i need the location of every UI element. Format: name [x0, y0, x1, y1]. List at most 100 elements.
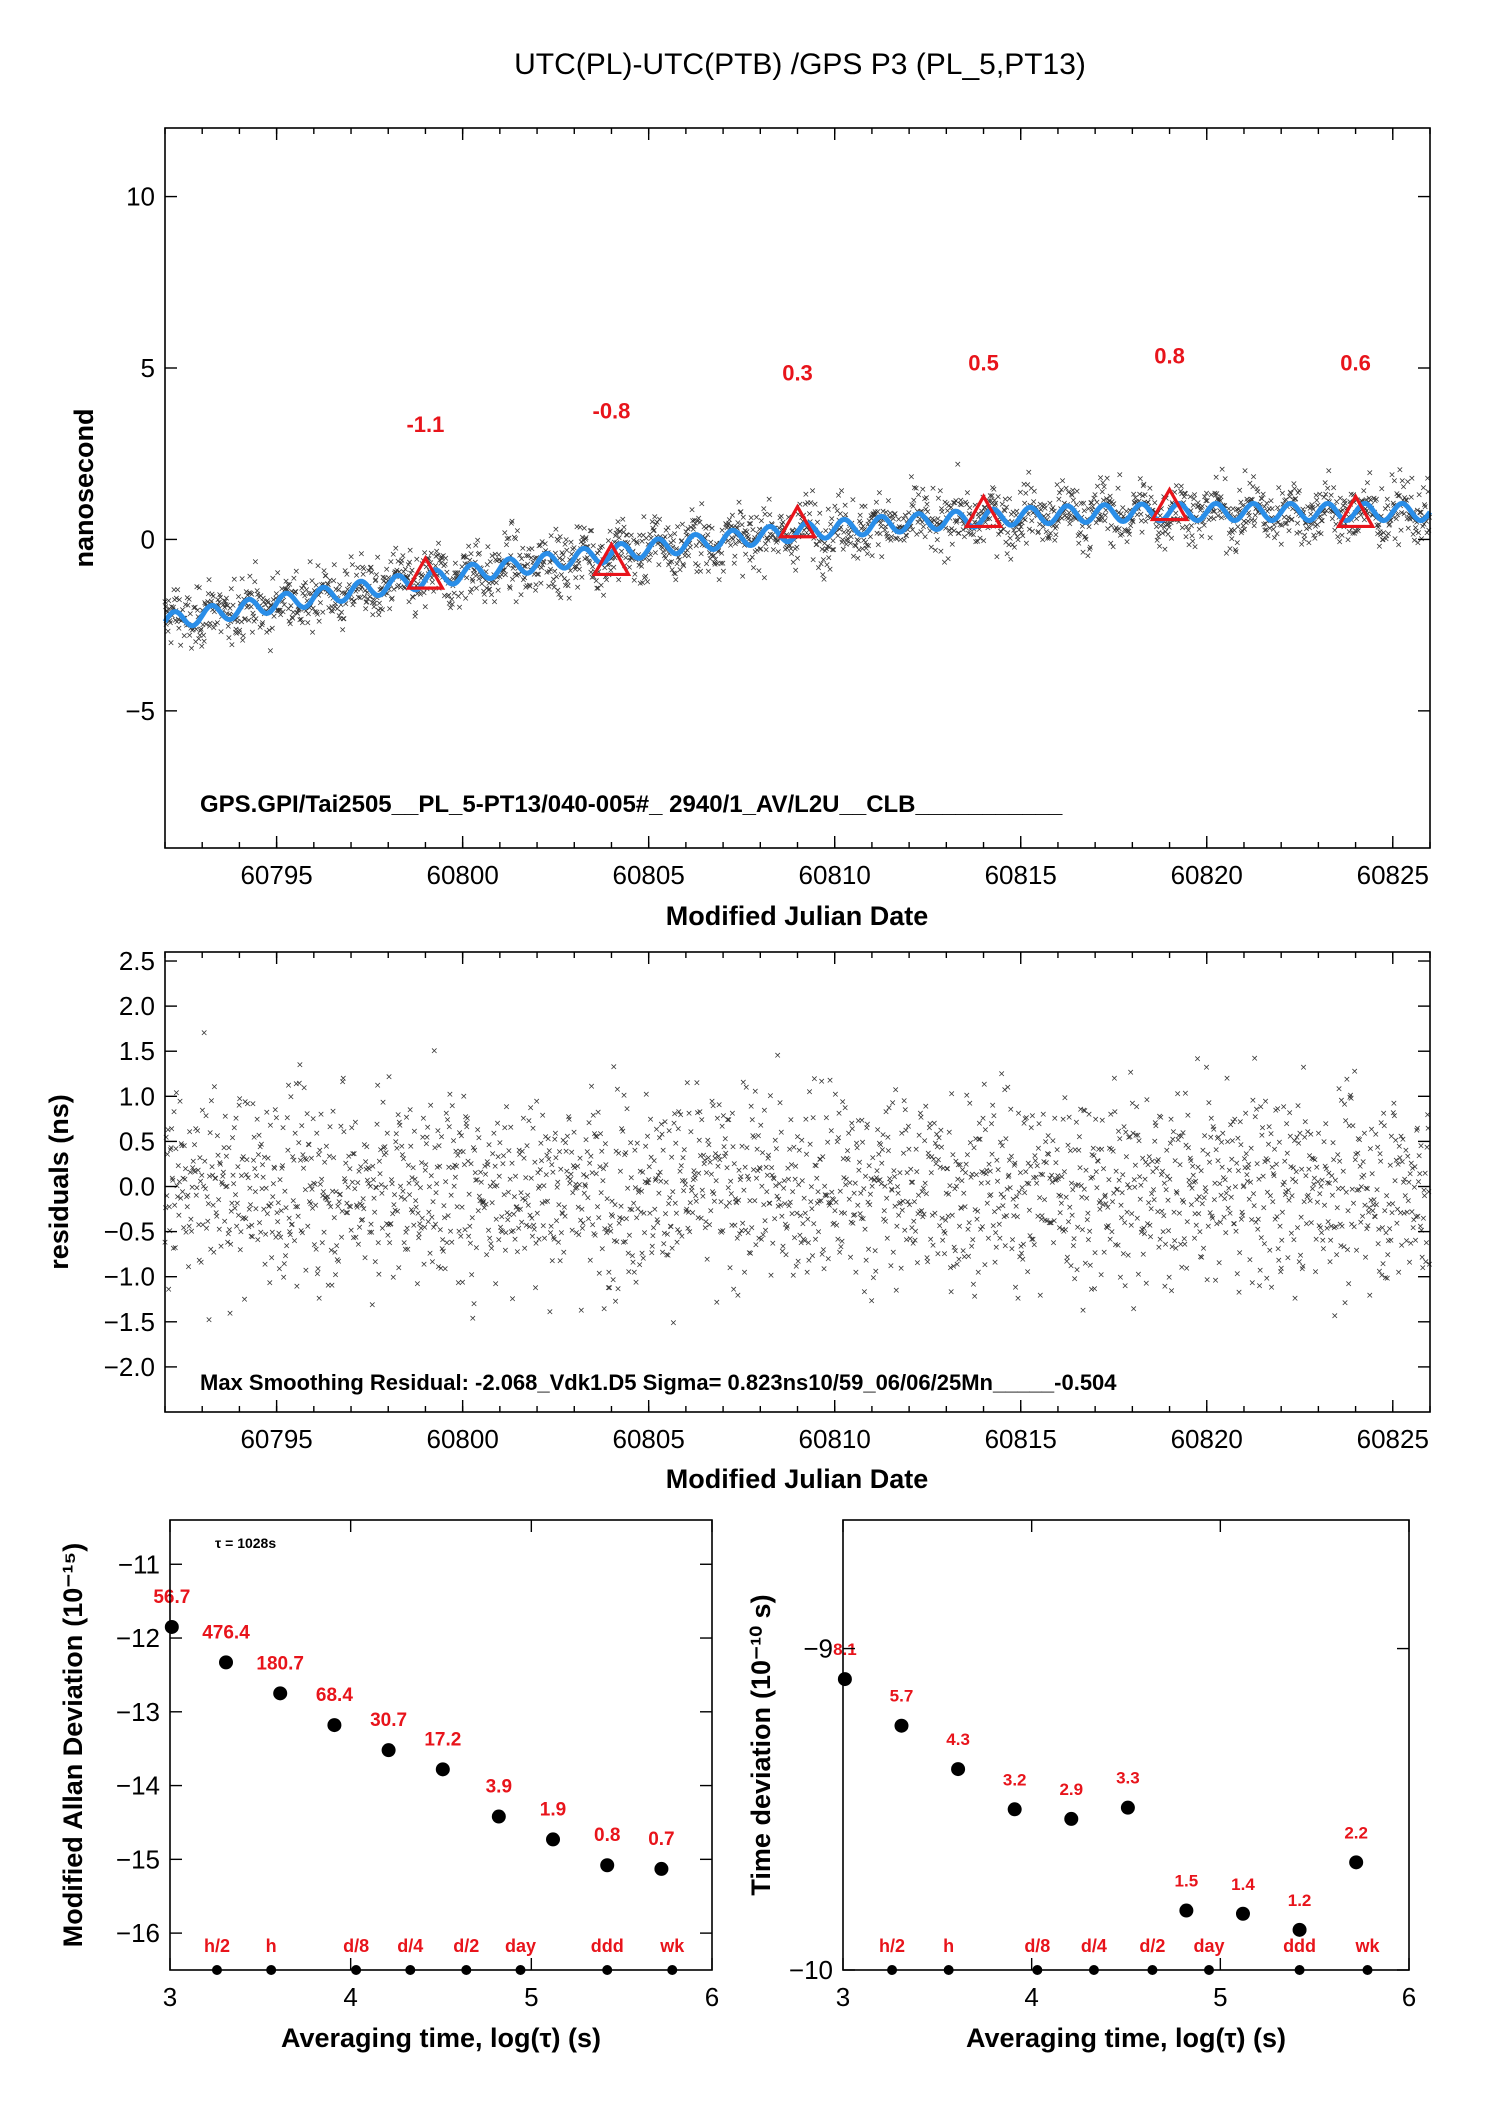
residual-point: × — [181, 1142, 189, 1152]
data-point: × — [1264, 532, 1272, 542]
data-point: × — [555, 590, 563, 600]
residual-point: × — [208, 1096, 216, 1106]
data-point: × — [978, 507, 986, 517]
y-axis-label-main: Modified Allan Deviation — [58, 1635, 88, 1948]
residual-point: × — [562, 1147, 570, 1157]
residual-point: × — [530, 1221, 538, 1231]
data-point: × — [1085, 522, 1093, 532]
residual-point: × — [203, 1224, 211, 1234]
data-point: × — [626, 563, 634, 573]
x-tick-label: 60810 — [799, 1424, 871, 1454]
residual-point: × — [458, 1203, 466, 1213]
data-point: × — [654, 540, 662, 550]
residual-point: × — [1377, 1157, 1385, 1167]
residual-point: × — [490, 1129, 498, 1139]
data-point: × — [1164, 516, 1172, 526]
residual-point: × — [1147, 1233, 1155, 1243]
residual-point: × — [505, 1147, 513, 1157]
residual-point: × — [266, 1279, 274, 1289]
data-point: × — [569, 545, 577, 555]
residual-point: × — [318, 1175, 326, 1185]
data-point: × — [1321, 479, 1329, 489]
stability-point-label: 1.4 — [1231, 1875, 1255, 1894]
residual-point: × — [276, 1176, 284, 1186]
data-point: × — [211, 620, 219, 630]
data-point: × — [539, 561, 547, 571]
residual-point: × — [455, 1227, 463, 1237]
data-point: × — [400, 568, 408, 578]
residual-point: × — [306, 1198, 314, 1208]
data-point: × — [227, 618, 235, 628]
data-point: × — [1067, 515, 1075, 525]
residual-point: × — [282, 1203, 290, 1213]
data-point: × — [655, 561, 663, 571]
residual-point: × — [671, 1199, 679, 1209]
residual-point: × — [538, 1157, 546, 1167]
data-point: × — [1371, 496, 1379, 506]
data-point: × — [737, 508, 745, 518]
data-point: × — [837, 523, 845, 533]
residual-point: × — [1183, 1264, 1191, 1274]
residual-point: × — [461, 1226, 469, 1236]
residual-point: × — [969, 1235, 977, 1245]
data-point: × — [840, 528, 848, 538]
data-point: × — [588, 573, 596, 583]
data-point: × — [518, 554, 526, 564]
residual-point: × — [309, 1114, 317, 1124]
data-point: × — [512, 597, 520, 607]
data-point: × — [1245, 508, 1253, 518]
data-point: × — [1386, 520, 1394, 530]
y-axis-label-unit: (10⁻¹⁰ s) — [746, 1594, 776, 1699]
residual-point: × — [344, 1209, 352, 1219]
data-point: × — [298, 584, 306, 594]
residual-point: × — [567, 1175, 575, 1185]
residual-point: × — [585, 1214, 593, 1224]
x-tick-label: 60820 — [1171, 1424, 1243, 1454]
data-point: × — [829, 546, 837, 556]
residual-point: × — [607, 1227, 615, 1237]
data-point: × — [1246, 511, 1254, 521]
data-point: × — [714, 547, 722, 557]
residual-point: × — [547, 1222, 555, 1232]
residual-point: × — [482, 1170, 490, 1180]
data-point: × — [1180, 493, 1188, 503]
residual-point: × — [1283, 1119, 1291, 1129]
data-point: × — [740, 529, 748, 539]
data-point: × — [1020, 480, 1028, 490]
data-point: × — [787, 545, 795, 555]
data-point: × — [603, 576, 611, 586]
data-point: × — [793, 543, 801, 553]
data-point: × — [1099, 478, 1107, 488]
residual-point: × — [243, 1155, 251, 1165]
data-point: × — [827, 520, 835, 530]
data-point: × — [1377, 530, 1385, 540]
residual-point: × — [537, 1139, 545, 1149]
data-point: × — [877, 522, 885, 532]
data-point: × — [1025, 468, 1033, 478]
residual-point: × — [998, 1069, 1006, 1079]
data-point: × — [250, 612, 258, 622]
data-point: × — [646, 556, 654, 566]
residual-point: × — [672, 1139, 680, 1149]
residual-point: × — [424, 1123, 432, 1133]
residual-point: × — [333, 1241, 341, 1251]
residual-point: × — [1179, 1129, 1187, 1139]
data-point: × — [1411, 517, 1419, 527]
residual-point: × — [418, 1214, 426, 1224]
data-point: × — [385, 573, 393, 583]
residual-point: × — [563, 1167, 571, 1177]
data-point: × — [711, 560, 719, 570]
data-point: × — [1235, 505, 1243, 515]
residual-point: × — [1333, 1203, 1341, 1213]
residual-point: × — [526, 1223, 534, 1233]
data-point: × — [933, 535, 941, 545]
data-point: × — [491, 550, 499, 560]
data-point: × — [1011, 543, 1019, 553]
data-point: × — [679, 520, 687, 530]
residual-point: × — [321, 1158, 329, 1168]
residual-point: × — [974, 1207, 982, 1217]
data-point: × — [302, 579, 310, 589]
residual-point: × — [370, 1176, 378, 1186]
